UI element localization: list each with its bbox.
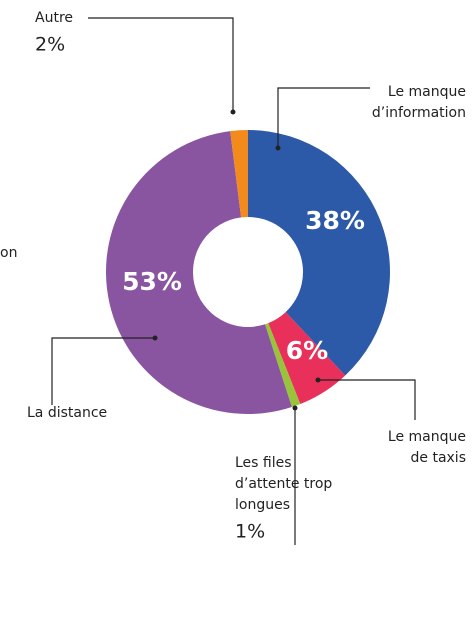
- leader-dot: [315, 377, 321, 383]
- data-label: 2%: [35, 34, 65, 56]
- leader-dot: [275, 145, 281, 151]
- category-label: d’information: [372, 105, 466, 121]
- leader-dot: [292, 405, 298, 411]
- category-label: longues: [235, 497, 290, 513]
- annotation: on: [0, 245, 17, 261]
- leader-line: [277, 87, 370, 148]
- category-label: Le manque: [388, 429, 466, 445]
- data-label: 38%: [305, 206, 365, 235]
- leader-dot: [152, 335, 158, 341]
- category-label: La distance: [27, 405, 107, 421]
- leader-line: [88, 17, 234, 112]
- donut-slice: [264, 323, 301, 408]
- data-label: 6%: [286, 336, 328, 365]
- category-label: Autre: [35, 10, 73, 26]
- leader-line: [51, 337, 155, 405]
- leader-dot: [230, 109, 236, 115]
- category-label: Le manque: [388, 84, 466, 100]
- data-label: 53%: [122, 267, 182, 296]
- donut-slice: [105, 131, 292, 415]
- leader-line: [318, 379, 416, 420]
- donut-slice: [268, 312, 346, 405]
- category-label: de taxis: [411, 450, 467, 466]
- category-label: Les files: [235, 455, 292, 471]
- donut-slice: [230, 130, 248, 218]
- data-label: 1%: [235, 521, 265, 543]
- donut-slice: [248, 130, 390, 376]
- category-label: d’attente trop: [235, 476, 332, 492]
